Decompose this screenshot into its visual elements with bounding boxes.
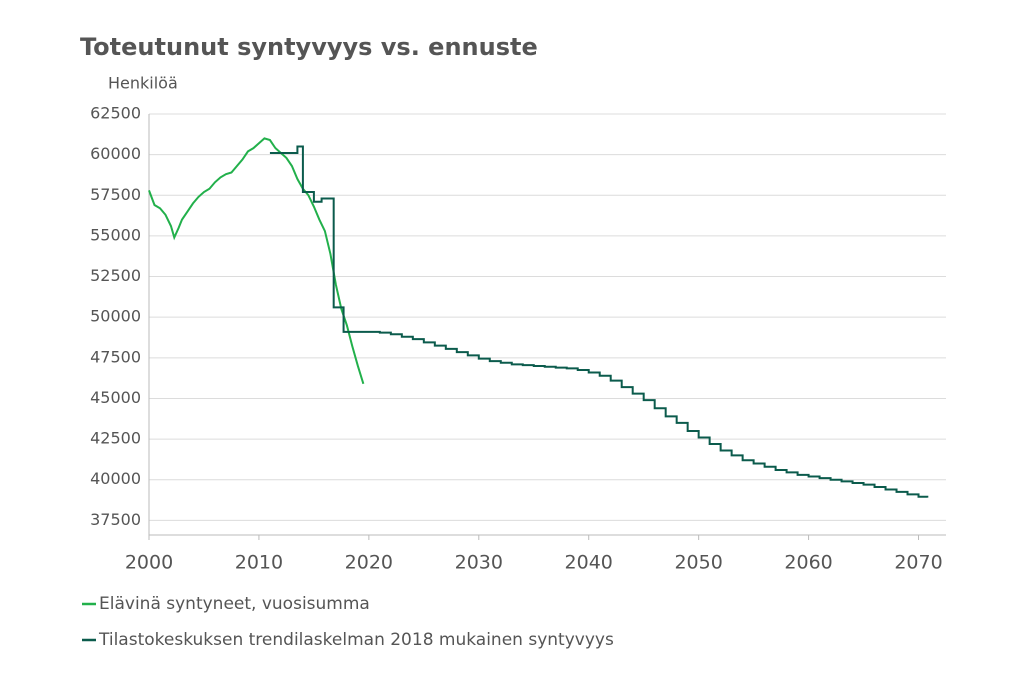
y-tick-label: 45000: [90, 388, 141, 407]
x-tick-label: 2020: [345, 552, 393, 574]
x-tick-label: 2030: [455, 552, 503, 574]
legend-label: Tilastokeskuksen trendilaskelman 2018 mu…: [98, 630, 614, 650]
x-tick-label: 2000: [125, 552, 173, 574]
chart-title: Toteutunut syntyvyys vs. ennuste: [80, 33, 538, 61]
x-tick-label: 2050: [674, 552, 722, 574]
y-tick-label: 50000: [90, 307, 141, 326]
x-tick-label: 2040: [565, 552, 613, 574]
series-line: [148, 137, 365, 385]
legend-label: Elävinä syntyneet, vuosisumma: [99, 594, 370, 614]
x-tick-label: 2010: [235, 552, 283, 574]
y-tick-label: 52500: [90, 266, 141, 285]
y-axis-label: Henkilöä: [108, 74, 178, 93]
x-tick-label: 2060: [784, 552, 832, 574]
y-tick-label: 47500: [90, 347, 141, 366]
y-tick-label: 62500: [90, 104, 141, 123]
y-tick-label: 60000: [90, 144, 141, 163]
y-tick-label: 37500: [90, 510, 141, 529]
y-tick-label: 57500: [90, 185, 141, 204]
y-tick-label: 40000: [90, 469, 141, 488]
x-tick-label: 2070: [894, 552, 942, 574]
y-tick-label: 55000: [90, 225, 141, 244]
y-tick-label: 42500: [90, 429, 141, 448]
series-line: [269, 145, 929, 498]
